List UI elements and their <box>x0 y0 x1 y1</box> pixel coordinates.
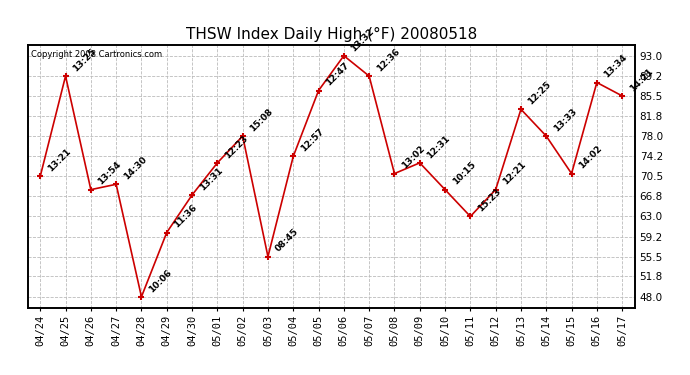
Text: 13:32: 13:32 <box>349 26 376 53</box>
Text: 13:34: 13:34 <box>602 53 629 80</box>
Text: 08:45: 08:45 <box>273 227 300 254</box>
Text: 13:33: 13:33 <box>552 107 578 133</box>
Text: 14:02: 14:02 <box>577 144 604 171</box>
Text: 13:21: 13:21 <box>46 147 72 174</box>
Text: 15:23: 15:23 <box>476 187 502 214</box>
Text: 10:06: 10:06 <box>147 268 173 294</box>
Text: 13:54: 13:54 <box>97 160 123 187</box>
Text: 12:31: 12:31 <box>425 134 452 160</box>
Text: 14:21: 14:21 <box>628 66 654 93</box>
Text: 11:36: 11:36 <box>172 203 199 230</box>
Text: Copyright 2008 Cartronics.com: Copyright 2008 Cartronics.com <box>30 50 161 59</box>
Text: 12:21: 12:21 <box>501 160 528 187</box>
Text: 12:23: 12:23 <box>223 134 250 160</box>
Text: 12:47: 12:47 <box>324 61 351 88</box>
Text: 12:25: 12:25 <box>526 80 553 106</box>
Text: 15:08: 15:08 <box>248 107 275 133</box>
Text: 14:30: 14:30 <box>121 155 148 182</box>
Text: 12:57: 12:57 <box>299 127 326 154</box>
Text: 13:31: 13:31 <box>197 166 224 192</box>
Text: 13:02: 13:02 <box>400 144 426 171</box>
Text: 10:15: 10:15 <box>451 160 477 187</box>
Text: 12:36: 12:36 <box>375 47 402 73</box>
Title: THSW Index Daily High (°F) 20080518: THSW Index Daily High (°F) 20080518 <box>186 27 477 42</box>
Text: 13:25: 13:25 <box>71 47 98 73</box>
